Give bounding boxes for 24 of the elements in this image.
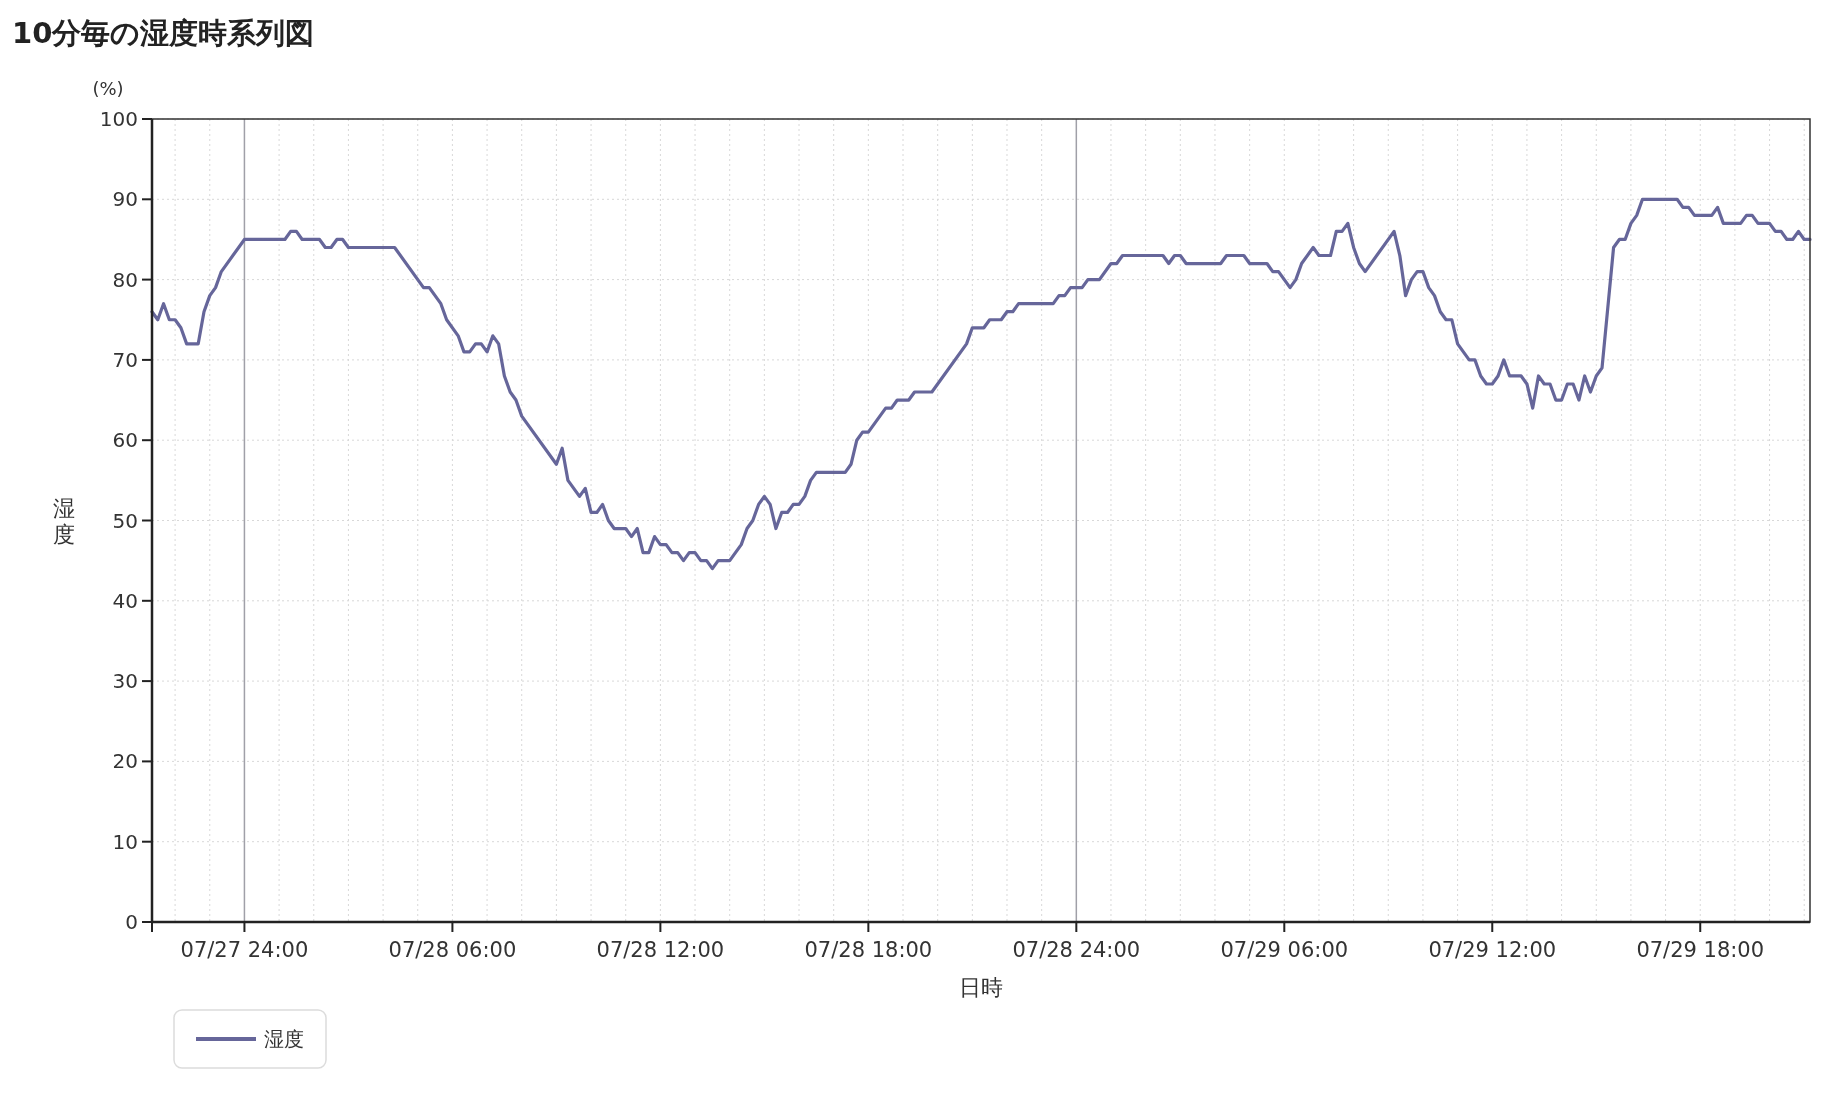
y-tick-label: 100 xyxy=(99,107,138,131)
x-tick-label: 07/28 24:00 xyxy=(1012,938,1141,962)
y-tick-label: 20 xyxy=(112,749,138,774)
y-tick-label: 60 xyxy=(112,428,138,453)
text: (%) xyxy=(92,78,124,99)
y-tick-label: 40 xyxy=(112,588,138,613)
x-tick-label: 07/29 18:00 xyxy=(1636,938,1765,962)
x-axis-title: 日時 xyxy=(959,975,1003,1000)
y-tick-label: 0 xyxy=(125,910,138,934)
y-tick-label: 30 xyxy=(112,669,138,694)
y-tick-label: 10 xyxy=(112,829,138,854)
x-tick-label: 07/28 12:00 xyxy=(596,938,725,962)
y-tick-label: 50 xyxy=(112,508,138,533)
y-tick-label: 90 xyxy=(112,187,138,212)
y-tick-label: 80 xyxy=(112,267,138,292)
y-tick-label: 70 xyxy=(112,347,138,372)
x-tick-label: 07/28 06:00 xyxy=(388,938,517,962)
chart-title: 10分毎の湿度時系列図 xyxy=(12,16,315,50)
x-tick-label: 07/28 18:00 xyxy=(804,938,933,962)
x-tick-label: 07/29 12:00 xyxy=(1428,938,1557,962)
x-tick-label: 07/27 24:00 xyxy=(180,938,309,962)
y-axis-title: 湿度 xyxy=(53,496,75,548)
x-tick-label: 07/29 06:00 xyxy=(1220,938,1349,962)
legend-label: 湿度 xyxy=(264,1027,304,1051)
